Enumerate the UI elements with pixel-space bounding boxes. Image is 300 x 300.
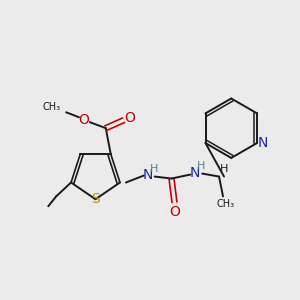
Text: N: N	[258, 136, 268, 150]
Text: O: O	[169, 205, 180, 219]
Text: N: N	[142, 168, 153, 182]
Text: CH₃: CH₃	[217, 199, 235, 209]
Text: H: H	[220, 164, 228, 174]
Text: H: H	[197, 161, 206, 171]
Text: O: O	[79, 113, 89, 127]
Text: CH₃: CH₃	[42, 102, 60, 112]
Text: O: O	[124, 111, 135, 125]
Text: H: H	[149, 164, 158, 174]
Text: N: N	[190, 166, 200, 180]
Text: S: S	[91, 192, 100, 206]
